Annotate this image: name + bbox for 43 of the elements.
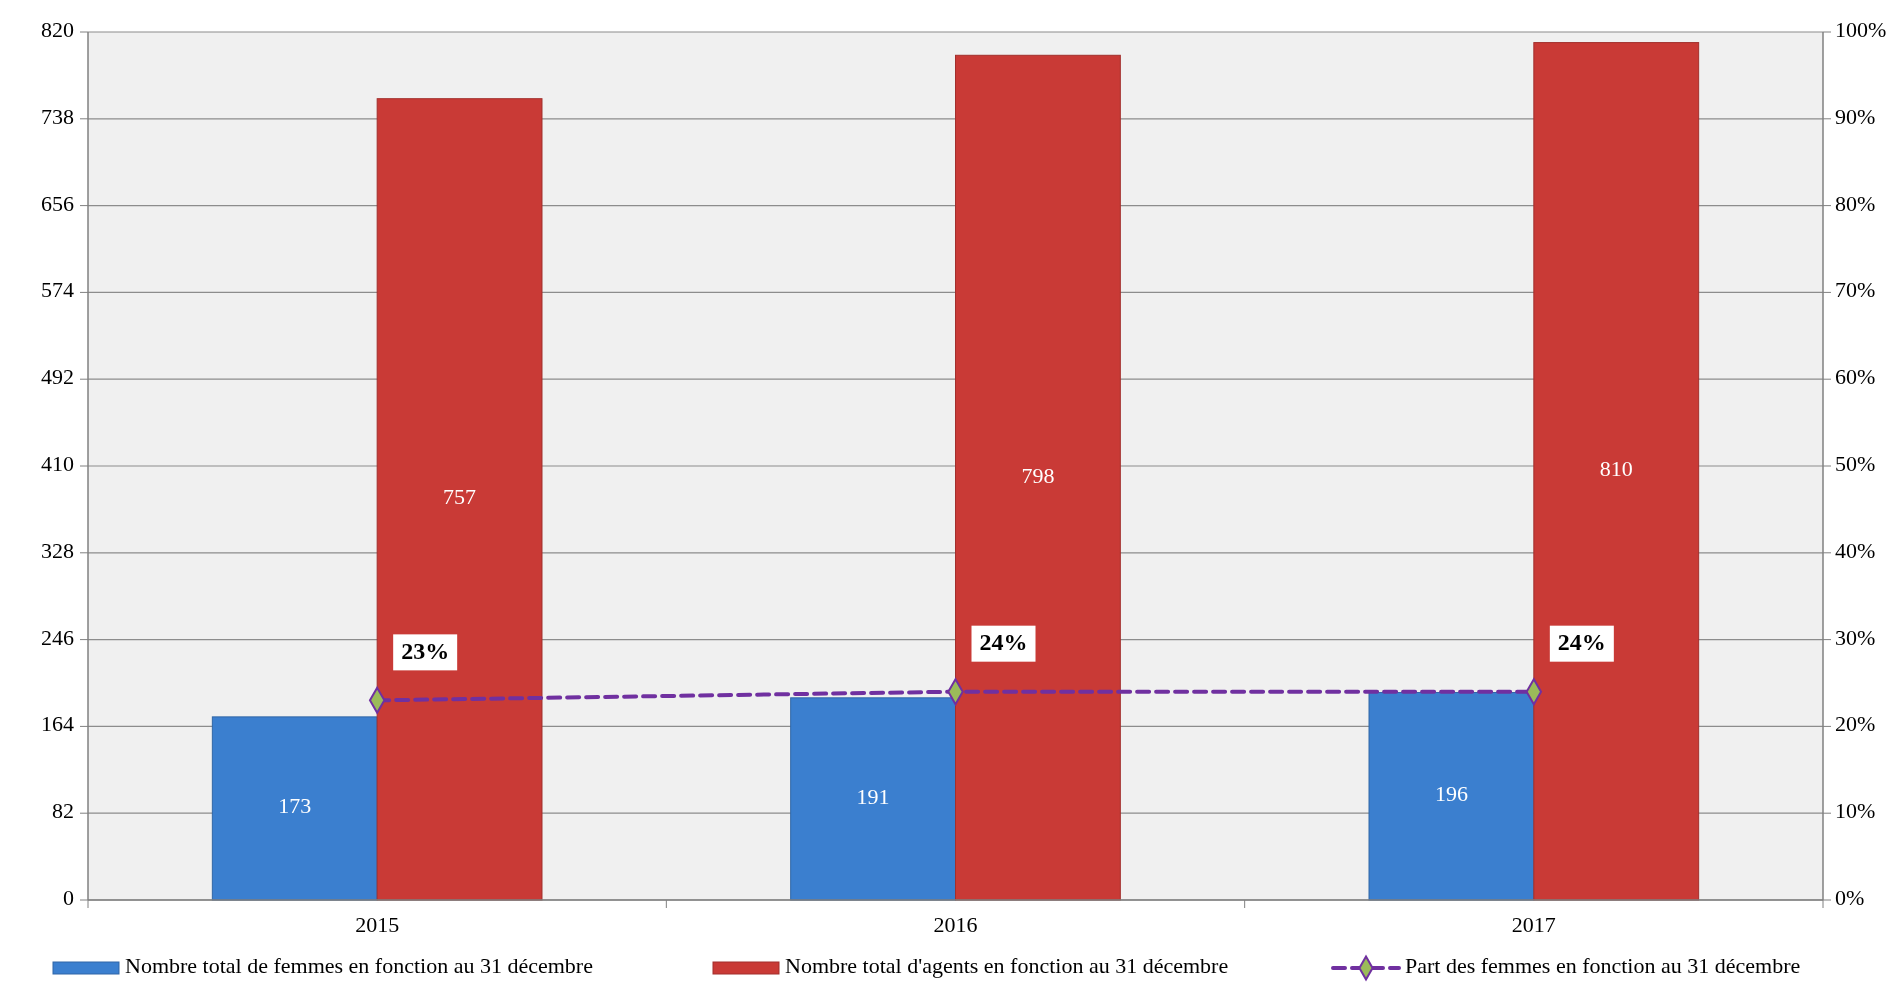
data-label: 24% xyxy=(979,629,1028,656)
data-label: 798 xyxy=(1021,462,1055,488)
y-tick-label: 246 xyxy=(41,624,74,650)
y-tick-label: 164 xyxy=(41,711,74,737)
y2-tick-label: 80% xyxy=(1835,190,1876,216)
y2-tick-label: 20% xyxy=(1835,711,1876,737)
y-tick-label: 656 xyxy=(41,190,74,216)
y2-tick-label: 10% xyxy=(1835,798,1876,824)
y-tick-label: 492 xyxy=(41,364,74,390)
data-label: 810 xyxy=(1599,456,1633,482)
bar xyxy=(211,716,378,901)
bar xyxy=(790,697,956,901)
y2-tick-label: 90% xyxy=(1835,103,1876,129)
legend-label: Part des femmes en fonction au 31 décembre xyxy=(1405,953,1801,979)
y-tick-label: 574 xyxy=(41,277,74,303)
legend-label: Nombre total de femmes en fonction au 31 décembre xyxy=(125,953,593,979)
y2-tick-label: 0% xyxy=(1835,885,1865,911)
data-label: 757 xyxy=(443,484,477,510)
y2-tick-label: 70% xyxy=(1835,277,1876,303)
y-tick-label: 410 xyxy=(41,451,74,477)
legend-label: Nombre total d'agents en fonction au 31 décembre xyxy=(785,953,1229,979)
y-tick-label: 738 xyxy=(41,103,74,129)
y2-tick-label: 60% xyxy=(1835,364,1876,390)
bar xyxy=(376,98,543,901)
bar xyxy=(955,54,1121,901)
data-label: 23% xyxy=(401,637,450,664)
x-tick-label: 2016 xyxy=(933,912,978,937)
data-label: 173 xyxy=(278,793,312,819)
y-tick-label: 820 xyxy=(41,17,74,43)
bar xyxy=(1533,42,1700,901)
data-label: 196 xyxy=(1434,781,1468,807)
data-label: 24% xyxy=(1557,629,1606,656)
y-tick-label: 82 xyxy=(52,798,74,824)
y2-tick-label: 50% xyxy=(1835,451,1876,477)
y2-tick-label: 40% xyxy=(1835,537,1876,563)
x-tick-label: 2017 xyxy=(1511,912,1556,937)
y2-tick-label: 30% xyxy=(1835,624,1876,650)
bar xyxy=(1368,692,1535,901)
y-tick-label: 0 xyxy=(63,885,74,911)
data-label: 191 xyxy=(856,783,890,809)
y-tick-label: 328 xyxy=(41,537,74,563)
y2-tick-label: 100% xyxy=(1835,17,1887,43)
x-tick-label: 2015 xyxy=(355,912,400,937)
